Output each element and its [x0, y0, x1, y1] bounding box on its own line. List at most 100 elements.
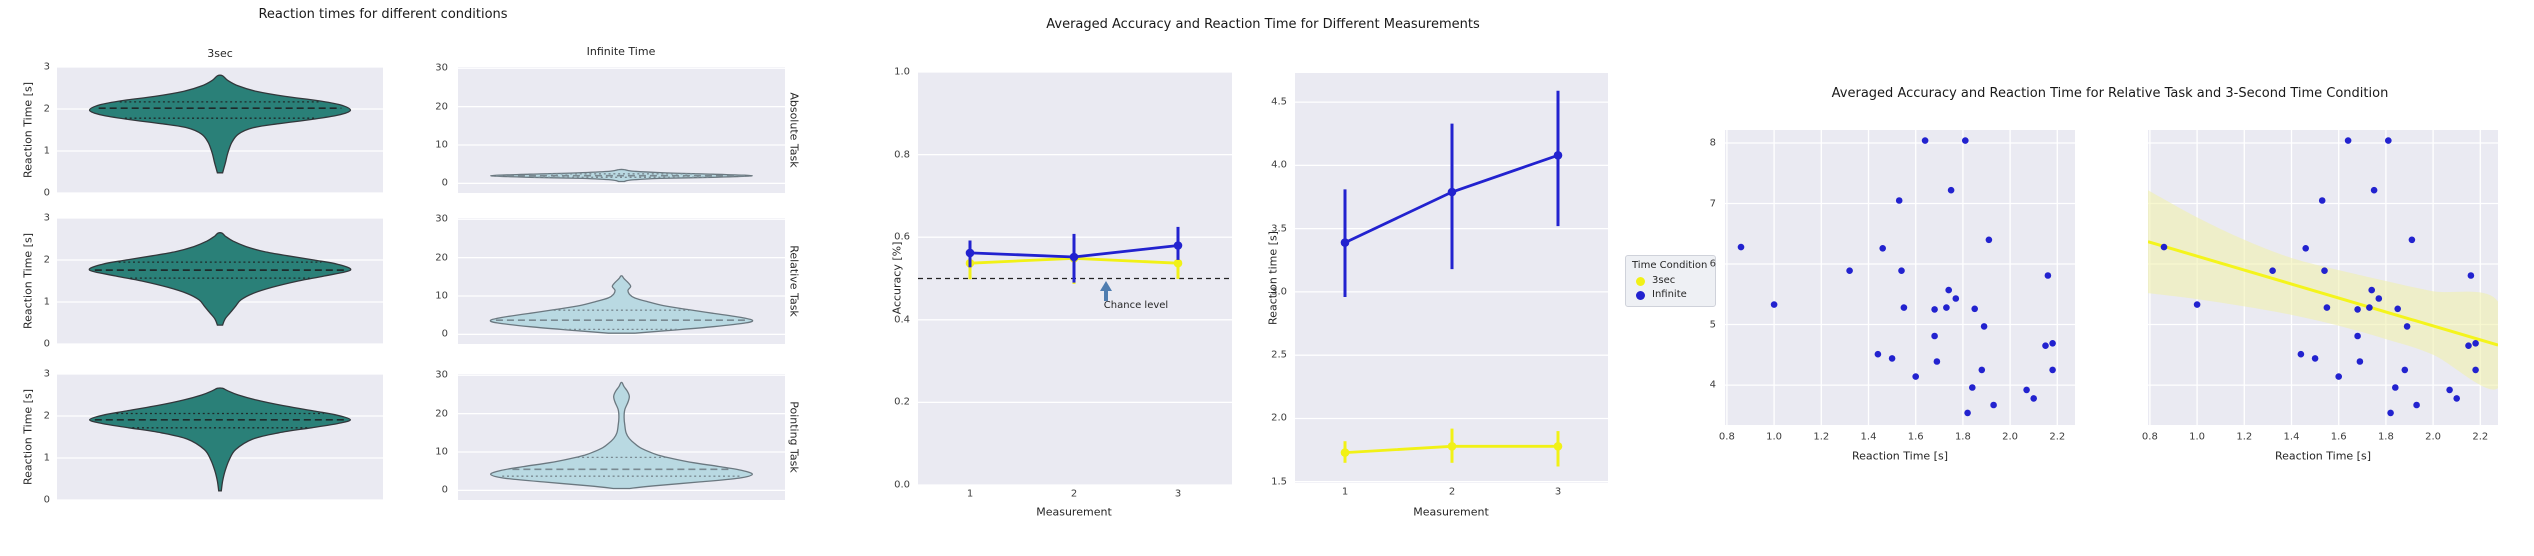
tick-label: 0.0 [894, 479, 910, 491]
tick-label: 0 [441, 177, 448, 189]
tick-label: 10 [435, 290, 448, 302]
violin-col-title-infinite: Infinite Time [586, 45, 656, 58]
tick-label: 30 [435, 369, 448, 381]
tick-label: 3.5 [1271, 223, 1287, 235]
tick-label: 6 [1709, 258, 1716, 270]
violin-ylabel-row-2: Reaction Time [s] [21, 388, 35, 486]
tick-label: 3 [1174, 488, 1182, 500]
tick-label: 3 [43, 368, 50, 380]
accuracy-xlabel: Measurement [1036, 505, 1112, 519]
tick-label: 1 [43, 145, 50, 157]
tick-label: 1.5 [1271, 476, 1287, 488]
tick-label: 10 [435, 446, 448, 458]
tick-label: 2.2 [2472, 431, 2489, 443]
relative-section-title: Averaged Accuracy and Reaction Time for … [1831, 86, 2389, 101]
tick-label: 0 [441, 484, 448, 496]
legend-label-3sec: 3sec [1652, 275, 1676, 286]
tick-label: 5 [1709, 319, 1716, 331]
tick-label: 1.2 [2236, 431, 2253, 443]
tick-label: 1 [1341, 486, 1349, 498]
reaction-time-ylabel: Reaction time [s] [1266, 231, 1280, 325]
violin-row-label-relative: Relative Task [787, 245, 801, 317]
tick-label: 1 [43, 452, 50, 464]
tick-label: 1.0 [894, 66, 910, 78]
tick-label: 1.0 [2189, 431, 2206, 443]
violin-col-title-3sec: 3sec [207, 47, 233, 60]
tick-label: 3 [43, 212, 50, 224]
accuracy-plot-panel [918, 72, 1232, 485]
tick-label: 2.2 [2049, 431, 2066, 443]
tick-label: 1.0 [1766, 431, 1783, 443]
tick-label: 1.8 [2377, 431, 2394, 443]
regression-plot-panel [2148, 130, 2498, 425]
violin-panel-pointing-infinite [458, 374, 785, 500]
legend-item-infinite: Infinite [1632, 288, 1707, 302]
tick-label: 30 [435, 213, 448, 225]
tick-label: 10 [435, 139, 448, 151]
measurement-section-title: Averaged Accuracy and Reaction Time for … [1046, 17, 1480, 32]
legend-swatch-infinite-icon [1636, 290, 1645, 300]
tick-label: 2.5 [1271, 349, 1287, 361]
tick-label: 0.8 [2141, 431, 2158, 443]
tick-label: 20 [435, 101, 448, 113]
tick-label: 1.8 [1954, 431, 1971, 443]
reaction-time-xlabel: Measurement [1413, 505, 1489, 519]
tick-label: 2.0 [1271, 412, 1287, 424]
tick-label: 3 [43, 61, 50, 73]
reaction-time-plot-panel [1295, 73, 1608, 483]
tick-label: 0.8 [894, 149, 910, 161]
violin-section-title: Reaction times for different conditions [258, 7, 508, 22]
accuracy-ylabel: Accuracy [%] [890, 241, 904, 315]
tick-label: 1.6 [1907, 431, 1924, 443]
legend-item-3sec: 3sec [1632, 274, 1707, 288]
tick-label: 1.6 [2330, 431, 2347, 443]
tick-label: 0.2 [894, 396, 910, 408]
regression-xlabel: Reaction Time [s] [2274, 449, 2372, 463]
violin-ylabel-row-1: Reaction Time [s] [21, 232, 35, 330]
chance-level-annotation: Chance level [1103, 300, 1169, 311]
tick-label: 3.0 [1271, 286, 1287, 298]
tick-label: 1.4 [2283, 431, 2300, 443]
tick-label: 0.4 [894, 314, 910, 326]
legend-title: Time Condition [1632, 260, 1708, 271]
tick-label: 2.0 [2002, 431, 2019, 443]
scatter-xlabel: Reaction Time [s] [1851, 449, 1949, 463]
violin-row-label-absolute: Absolute Task [787, 92, 801, 168]
tick-label: 0 [43, 338, 50, 350]
tick-label: 0.8 [1718, 431, 1735, 443]
time-condition-legend: Time Condition 3sec Infinite [1625, 255, 1717, 307]
tick-label: 1.2 [1813, 431, 1830, 443]
violin-panel-relative-3sec [57, 218, 383, 344]
tick-label: 2 [1448, 486, 1456, 498]
tick-label: 2 [43, 103, 50, 115]
violin-row-label-pointing: Pointing Task [787, 401, 801, 473]
legend-swatch-3sec-icon [1636, 276, 1645, 286]
tick-label: 2.0 [2425, 431, 2442, 443]
tick-label: 2 [43, 254, 50, 266]
tick-label: 1.4 [1860, 431, 1877, 443]
tick-label: 1 [966, 488, 974, 500]
tick-label: 4 [1709, 379, 1716, 391]
tick-label: 30 [435, 62, 448, 74]
violin-panel-pointing-3sec [57, 374, 383, 500]
tick-label: 0.6 [894, 231, 910, 243]
tick-label: 7 [1709, 198, 1716, 210]
violin-ylabel-row-0: Reaction Time [s] [21, 81, 35, 179]
violin-panel-absolute-infinite [458, 67, 785, 193]
tick-label: 2 [43, 410, 50, 422]
violin-panel-absolute-3sec [57, 67, 383, 193]
tick-label: 0 [43, 187, 50, 199]
chance-level-arrow-icon [1100, 281, 1112, 301]
tick-label: 4.0 [1271, 159, 1287, 171]
violin-panel-relative-infinite [458, 218, 785, 344]
tick-label: 1 [43, 296, 50, 308]
tick-label: 20 [435, 252, 448, 264]
legend-label-infinite: Infinite [1652, 289, 1687, 300]
tick-label: 3 [1554, 486, 1562, 498]
tick-label: 8 [1709, 137, 1716, 149]
scatter-plot-panel [1725, 130, 2075, 425]
tick-label: 20 [435, 408, 448, 420]
tick-label: 2 [1070, 488, 1078, 500]
tick-label: 0 [441, 328, 448, 340]
